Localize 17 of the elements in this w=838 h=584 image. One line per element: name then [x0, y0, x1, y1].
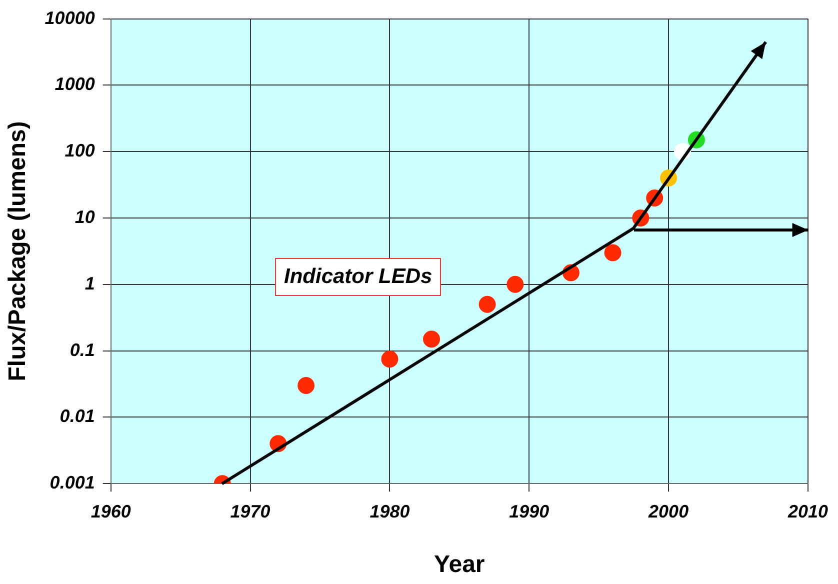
x-axis-title: Year: [434, 551, 485, 578]
y-tick-label: 0.001: [50, 472, 95, 493]
y-tick-label: 10000: [44, 8, 95, 28]
annotation: Indicator LEDs: [275, 258, 442, 296]
x-tick-label: 1960: [90, 501, 131, 522]
x-tick-label: 1970: [230, 501, 270, 522]
x-tick-label: 1980: [370, 501, 410, 522]
y-tick-label: 1: [84, 273, 95, 294]
y-tick-label: 100: [64, 140, 95, 161]
y-axis-title: Flux/Package (lumens): [4, 121, 32, 382]
x-tick-label: 2000: [648, 501, 689, 522]
y-tick-label: 0.1: [70, 340, 95, 360]
y-tick-label: 10: [74, 206, 95, 227]
x-tick-label: 1990: [509, 501, 550, 522]
x-tick-label: 2010: [786, 501, 828, 522]
y-tick-label: 0.01: [60, 406, 95, 426]
y-tick-label: 1000: [54, 74, 95, 94]
